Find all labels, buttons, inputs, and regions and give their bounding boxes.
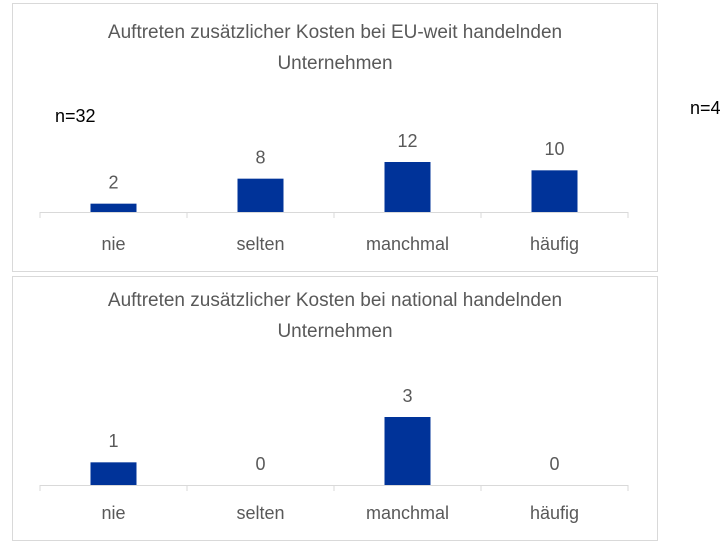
x-tick-label: manchmal (366, 234, 449, 254)
annotation: n=32 (55, 106, 96, 126)
data-label: 10 (544, 139, 564, 159)
annotation: n=4 (690, 98, 721, 118)
bar (90, 462, 137, 485)
data-label: 2 (108, 172, 118, 192)
x-tick-label: selten (236, 234, 284, 254)
x-tick-label: nie (101, 503, 125, 523)
data-label: 0 (549, 454, 559, 474)
data-label: 8 (255, 147, 265, 167)
bar (531, 170, 578, 212)
x-tick-label: nie (101, 234, 125, 254)
x-tick-label: häufig (530, 234, 579, 254)
data-label: 1 (108, 431, 118, 451)
bar (237, 178, 284, 212)
bar (90, 203, 137, 212)
x-tick-label: selten (236, 503, 284, 523)
x-tick-label: häufig (530, 503, 579, 523)
data-label: 0 (255, 454, 265, 474)
bar (384, 162, 431, 212)
chart-title: Auftreten zusätzlicher Kosten bei nation… (107, 290, 563, 342)
chart-border (12, 3, 658, 272)
data-label: 3 (402, 386, 412, 406)
bar (384, 417, 431, 485)
chart-title: Auftreten zusätzlicher Kosten bei EU-wei… (107, 22, 563, 74)
x-tick-label: manchmal (366, 503, 449, 523)
data-label: 12 (397, 131, 417, 151)
